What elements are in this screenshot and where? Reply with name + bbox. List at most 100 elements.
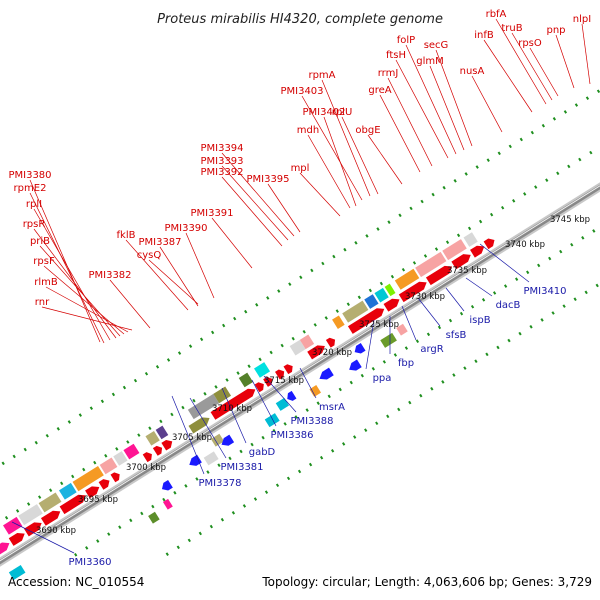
tick-layer <box>1 89 600 557</box>
tick-mark <box>592 229 596 233</box>
tick-mark <box>573 297 577 302</box>
tick-mark <box>595 283 599 288</box>
tick-mark <box>327 394 331 399</box>
gene-label-rpsO: rpsO <box>518 38 542 49</box>
tick-mark <box>74 552 78 557</box>
gene-label-rpsR-leader <box>33 228 117 339</box>
gene-label-greA: greA <box>368 85 391 96</box>
forward-gene-arrow <box>98 479 110 490</box>
tick-mark <box>398 213 402 218</box>
gene-label-PMI3410: PMI3410 <box>523 286 566 297</box>
tick-mark <box>434 247 439 251</box>
forward-gene-block <box>213 386 232 404</box>
scale-label-layer: 3690 kbp 3695 kbp 3700 kbp 3705 kbp 3710 kbp… <box>36 215 590 536</box>
tick-mark <box>60 481 64 486</box>
gene-label-PMI3381: PMI3381 <box>220 462 263 473</box>
reverse-gene <box>148 511 160 524</box>
gene-label-priB: priB <box>30 236 50 247</box>
gene-label-PMI3382: PMI3382 <box>88 270 131 281</box>
tick-mark <box>49 488 53 493</box>
tick-mark <box>562 304 566 308</box>
tick-mark <box>464 172 468 176</box>
tick-mark <box>266 296 270 300</box>
scale-label: 3700 kbp <box>126 463 166 473</box>
gene-label-PMI3395: PMI3395 <box>246 174 289 185</box>
reverse-gene <box>354 343 366 354</box>
tick-mark <box>115 447 119 451</box>
tick-mark <box>177 351 182 355</box>
gene-label-rpsO-leader <box>529 47 559 97</box>
reverse-gene <box>189 454 202 466</box>
forward-gene-arrow <box>275 369 285 380</box>
gene-label-fklB: fklB <box>117 230 136 241</box>
tick-mark <box>423 254 428 258</box>
forward-gene-arrow <box>307 345 325 360</box>
tick-mark <box>386 414 390 419</box>
tick-mark <box>534 185 538 189</box>
forward-gene-block <box>254 362 271 378</box>
reverse-gene <box>380 332 397 348</box>
gene-label-ftsH: ftsH <box>386 50 406 61</box>
tick-mark <box>253 497 258 501</box>
gene-label-PMI3394-leader <box>221 152 295 237</box>
reverse-gene <box>287 390 297 401</box>
tick-mark <box>448 318 453 323</box>
gene-label-gabD-leader <box>221 387 247 444</box>
reverse-gene <box>264 413 280 428</box>
forward-gene-block <box>374 287 389 303</box>
gene-label-PMI3395-leader <box>267 183 301 233</box>
forward-gene-arrow <box>59 494 86 515</box>
forward-gene-block <box>123 443 140 460</box>
tick-mark <box>470 304 475 309</box>
gene-label-PMI3394: PMI3394 <box>200 143 243 154</box>
tick-mark <box>78 413 82 417</box>
forward-gene-block <box>155 425 169 440</box>
reverse-gene <box>349 359 362 371</box>
tick-mark <box>393 353 398 357</box>
gene-label-PMI3388-leader <box>263 375 297 413</box>
scale-label: 3745 kbp <box>550 215 590 225</box>
tick-mark <box>38 495 42 499</box>
forward-gene-block <box>394 268 420 290</box>
tick-mark <box>286 476 291 481</box>
gene-label-rnr-leader <box>41 306 133 331</box>
tick-mark <box>379 281 384 286</box>
tick-mark <box>357 295 361 300</box>
gene-label-truB: truB <box>501 23 522 34</box>
gene-label-infB: infB <box>474 30 494 41</box>
tick-mark <box>570 242 574 247</box>
forward-gene-block <box>384 283 396 297</box>
reverse-gene <box>161 479 173 491</box>
tick-mark <box>540 318 544 322</box>
tick-mark <box>26 502 31 506</box>
tick-mark <box>23 447 27 452</box>
tick-mark <box>397 407 401 412</box>
tick-mark <box>581 236 585 240</box>
tick-mark <box>556 171 560 176</box>
tick-mark <box>364 428 368 432</box>
genome-summary-label: Topology: circular; Length: 4,063,606 bp… <box>261 575 592 589</box>
map-title: Proteus mirabilis HI4320, complete genom… <box>157 12 443 27</box>
forward-gene-arrow <box>142 452 152 463</box>
tick-mark <box>34 440 38 445</box>
tick-mark <box>89 406 94 410</box>
tick-mark <box>437 325 442 330</box>
tick-mark <box>67 420 71 424</box>
tick-mark <box>1 461 5 466</box>
tick-mark <box>387 220 391 224</box>
tick-mark <box>107 532 111 536</box>
tick-mark <box>291 336 295 341</box>
forward-gene-arrow <box>0 542 10 555</box>
gene-label-PMI3386: PMI3386 <box>270 430 313 441</box>
tick-mark <box>545 178 549 182</box>
reverse-gene <box>8 564 26 581</box>
tick-mark <box>297 469 302 474</box>
tick-mark <box>199 337 204 342</box>
tick-mark <box>353 435 357 439</box>
gene-label-rrmJ-leader <box>387 77 433 167</box>
gene-label-glmM-leader <box>429 65 465 151</box>
gene-label-rpmE2-leader <box>29 192 105 344</box>
tick-mark <box>481 298 486 302</box>
gene-label-infB-leader <box>483 39 533 113</box>
